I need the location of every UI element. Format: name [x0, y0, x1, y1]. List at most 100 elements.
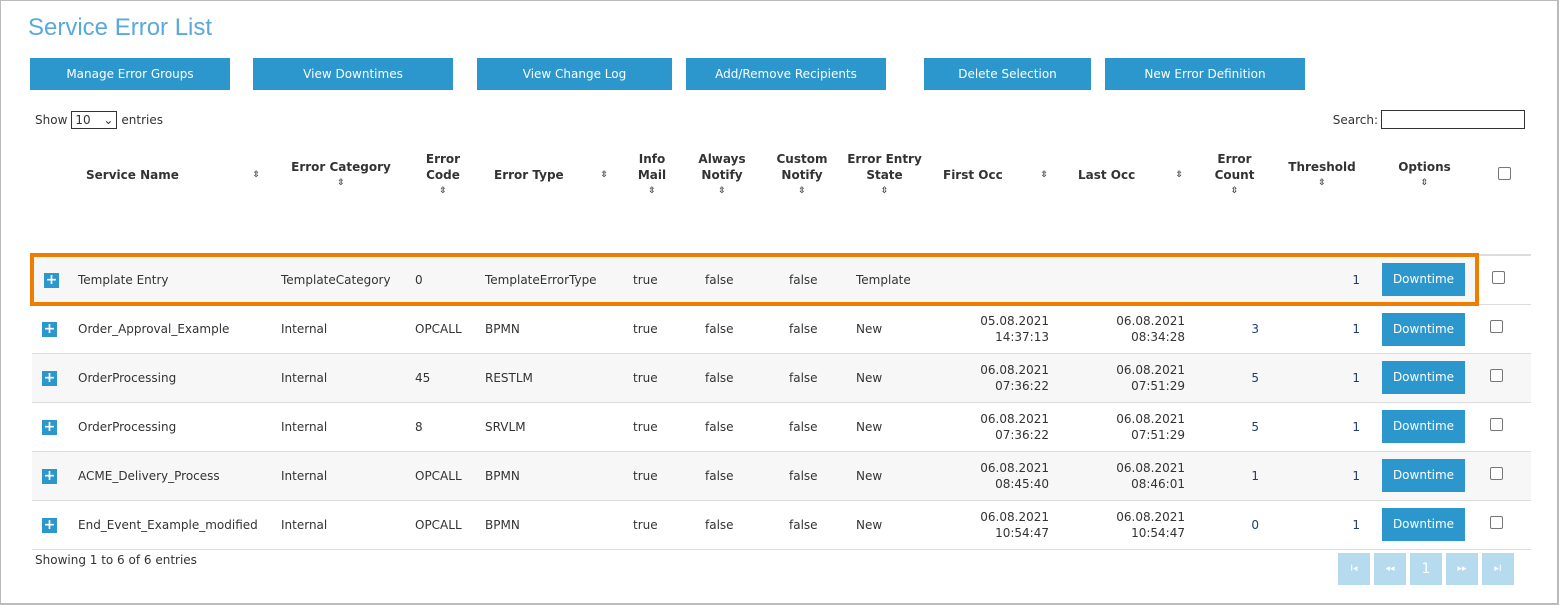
column-header[interactable]: Error Entry State ⇳ [842, 140, 927, 210]
previous-page-button[interactable]: ◂◂ [1374, 553, 1406, 585]
column-header[interactable]: Threshold ⇳ [1272, 140, 1372, 210]
info-mail: true [622, 353, 682, 403]
first-occ-date: 06.08.2021 [980, 509, 1049, 524]
expand-plus-icon[interactable]: + [42, 369, 57, 386]
column-header[interactable]: Error Count ⇳ [1197, 140, 1272, 210]
table-row: + End_Event_Example_modified Internal OP… [32, 500, 1531, 550]
error-count: 5 [1197, 353, 1272, 403]
error-category: Internal [274, 304, 408, 354]
last-occ: 06.08.2021 07:51:29 [1062, 353, 1197, 403]
expand-cell: + [32, 402, 70, 452]
first-occ-time: 07:36:22 [995, 427, 1049, 442]
error-category: Internal [274, 500, 408, 550]
select-cell [1477, 254, 1531, 305]
expand-plus-icon[interactable]: + [42, 516, 57, 533]
first-occ-time: 10:54:47 [995, 525, 1049, 540]
downtime-button[interactable]: Downtime [1382, 263, 1465, 296]
table-info: Showing 1 to 6 of 6 entries [35, 553, 197, 567]
column-header[interactable]: Last Occ ⇳ [1062, 140, 1197, 210]
page-1-button[interactable]: 1 [1410, 553, 1442, 585]
row-checkbox[interactable] [1492, 271, 1505, 285]
column-label: Options [1398, 160, 1451, 174]
expand-cell: + [32, 304, 70, 354]
last-occ-time: 10:54:47 [1131, 525, 1185, 540]
column-header[interactable]: Service Name ⇳ [70, 140, 274, 210]
search-input[interactable] [1381, 110, 1525, 129]
entry-state: New [842, 500, 927, 550]
manage-error-groups-button[interactable]: Manage Error Groups [30, 58, 230, 90]
last-page-button[interactable]: ▸I [1482, 553, 1514, 585]
expand-header [32, 140, 70, 210]
sort-icon: ⇳ [1230, 186, 1239, 196]
spacer [32, 210, 1531, 256]
expand-cell: + [32, 500, 70, 550]
error-table: Service Name ⇳ Error Category ⇳ Error Code ⇳ E… [30, 140, 1531, 550]
column-label: Error Category [291, 160, 391, 174]
first-page-button[interactable]: I◂ [1338, 553, 1370, 585]
expand-plus-icon[interactable]: + [42, 467, 57, 484]
threshold: 1 [1272, 500, 1372, 550]
error-code: OPCALL [408, 451, 478, 501]
row-checkbox[interactable] [1490, 467, 1503, 480]
new-error-definition-button[interactable]: New Error Definition [1105, 58, 1305, 90]
downtime-button[interactable]: Downtime [1382, 459, 1465, 492]
row-checkbox[interactable] [1490, 418, 1503, 431]
options-cell: Downtime [1372, 402, 1477, 452]
custom-notify: false [762, 304, 842, 354]
custom-notify: false [762, 353, 842, 403]
view-change-log-button[interactable]: View Change Log [477, 58, 672, 90]
error-count [1197, 253, 1272, 306]
column-header[interactable]: Custom Notify ⇳ [762, 140, 842, 210]
last-occ-date: 06.08.2021 [1116, 509, 1185, 524]
service-name: Order_Approval_Example [70, 304, 274, 354]
first-occ: 06.08.2021 10:54:47 [927, 500, 1062, 550]
column-header[interactable]: Error Category ⇳ [274, 140, 408, 210]
expand-plus-icon[interactable]: + [42, 321, 57, 338]
first-occ-date: 05.08.2021 [980, 314, 1049, 329]
row-checkbox[interactable] [1490, 320, 1503, 333]
column-header[interactable]: Error Code ⇳ [408, 140, 478, 210]
sort-icon: ⇳ [1040, 170, 1048, 180]
entry-state: New [842, 402, 927, 452]
options-cell: Downtime [1372, 500, 1477, 550]
column-header[interactable]: Options ⇳ [1372, 140, 1477, 210]
always-notify: false [682, 500, 762, 550]
expand-plus-icon[interactable]: + [44, 271, 59, 288]
last-occ-date: 06.08.2021 [1116, 314, 1185, 329]
downtime-button[interactable]: Downtime [1382, 361, 1465, 394]
add-remove-recipients-button[interactable]: Add/Remove Recipients [686, 58, 886, 90]
error-count: 1 [1197, 451, 1272, 501]
error-code: OPCALL [408, 304, 478, 354]
select-cell [1477, 353, 1531, 403]
select-all-checkbox[interactable] [1497, 166, 1511, 180]
row-checkbox[interactable] [1490, 516, 1503, 529]
column-header[interactable]: Error Type ⇳ [478, 140, 622, 210]
sort-icon: ⇳ [718, 186, 726, 196]
first-occ-date: 06.08.2021 [980, 362, 1049, 377]
column-header[interactable]: Always Notify ⇳ [682, 140, 762, 210]
always-notify: false [682, 402, 762, 452]
column-header[interactable]: First Occ ⇳ [927, 140, 1062, 210]
page-length-select[interactable]: 10 ⌄ [71, 111, 118, 129]
next-page-button[interactable]: ▸▸ [1446, 553, 1478, 585]
threshold: 1 [1272, 353, 1372, 403]
entries-label: entries [121, 113, 163, 127]
column-label: Info Mail [637, 152, 667, 182]
service-name: Template Entry [70, 253, 274, 306]
first-occ-time: 14:37:13 [995, 330, 1049, 345]
last-occ-date: 06.08.2021 [1116, 411, 1185, 426]
error-code: 45 [408, 353, 478, 403]
expand-plus-icon[interactable]: + [42, 418, 57, 435]
downtime-button[interactable]: Downtime [1382, 410, 1465, 443]
page-length-value: 10 [75, 113, 91, 127]
downtime-button[interactable]: Downtime [1382, 312, 1465, 346]
threshold: 1 [1272, 253, 1372, 306]
downtime-button[interactable]: Downtime [1382, 508, 1465, 541]
info-mail: true [622, 500, 682, 550]
delete-selection-button[interactable]: Delete Selection [924, 58, 1091, 90]
column-header[interactable]: Info Mail ⇳ [622, 140, 682, 210]
view-downtimes-button[interactable]: View Downtimes [253, 58, 453, 90]
error-type: SRVLM [478, 402, 622, 452]
row-checkbox[interactable] [1490, 369, 1503, 382]
error-category: Internal [274, 353, 408, 403]
